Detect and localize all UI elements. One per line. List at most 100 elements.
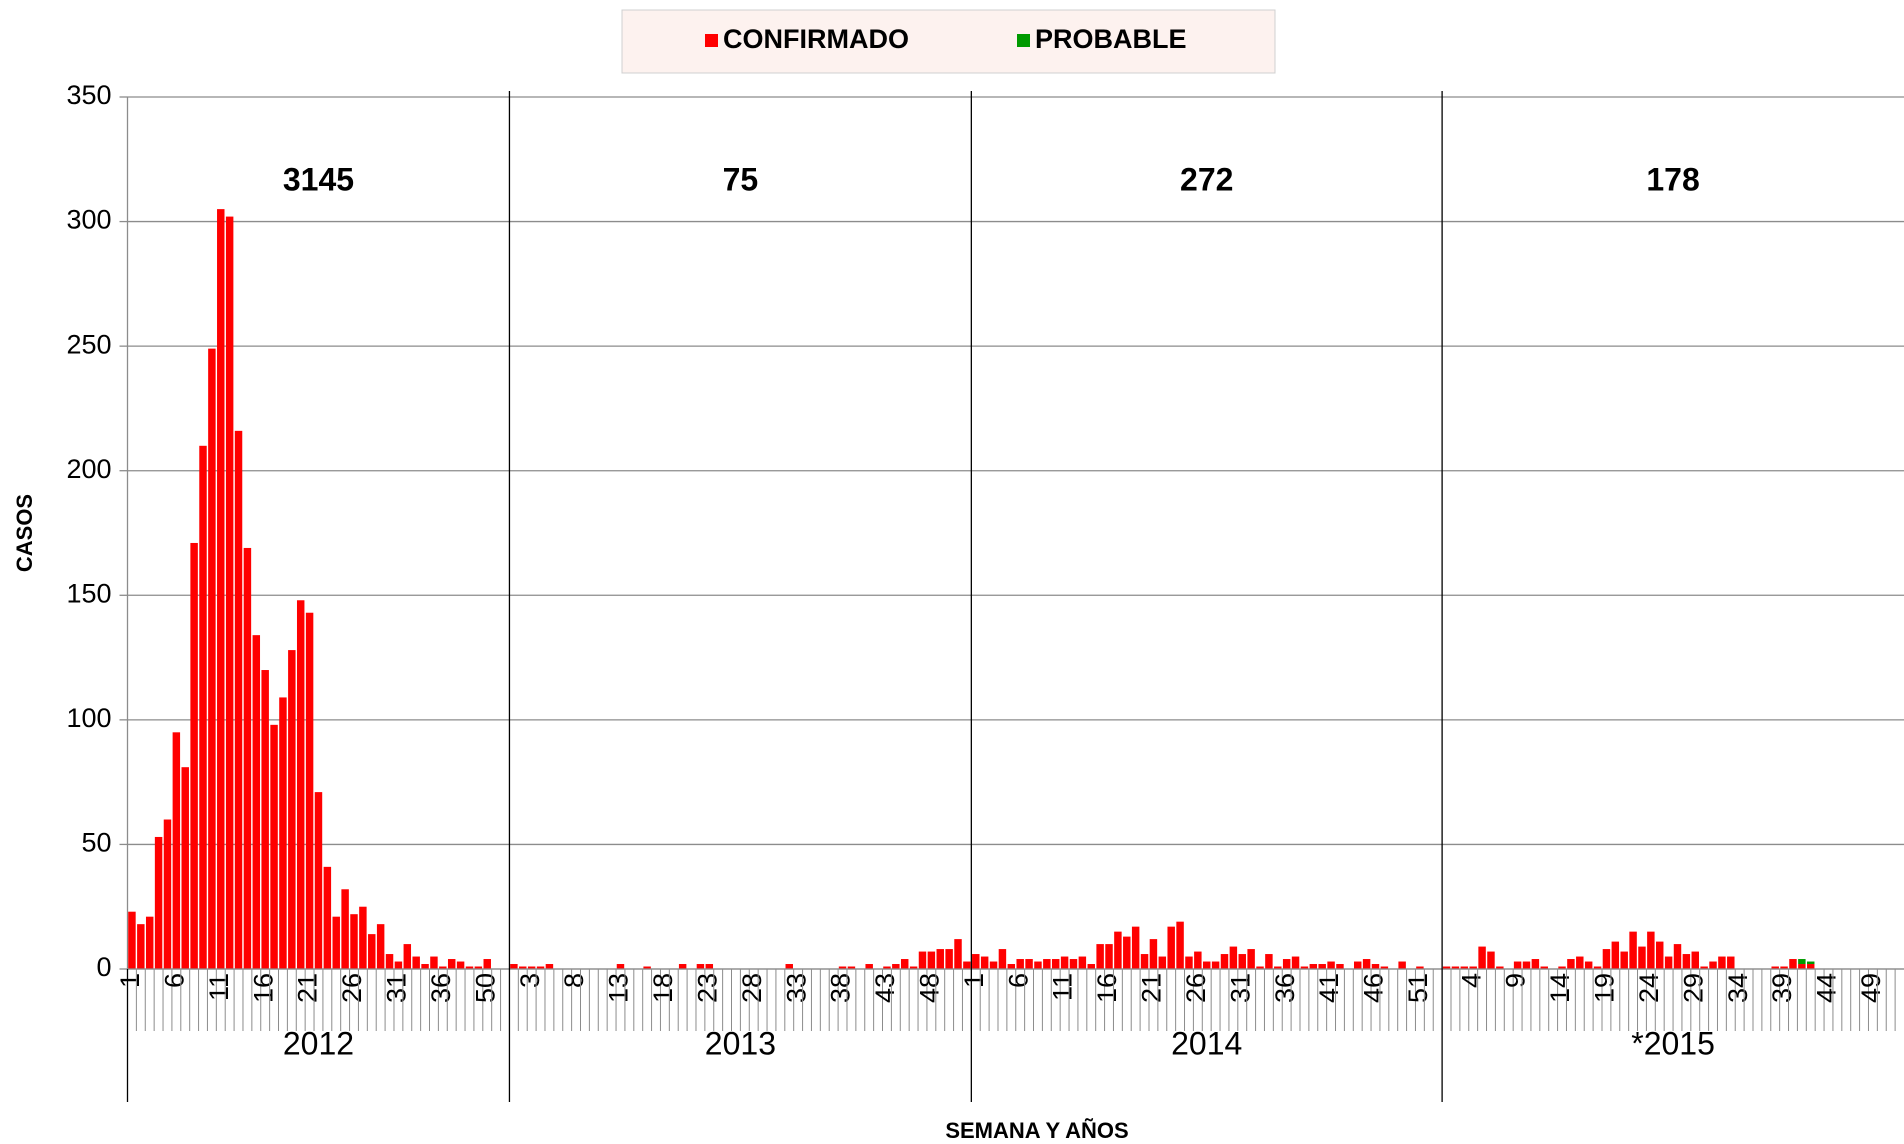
- bar: [927, 951, 936, 969]
- bar: [1220, 954, 1229, 969]
- bar: [1265, 954, 1273, 969]
- bar: [1584, 961, 1593, 969]
- bar: [1114, 931, 1122, 969]
- bar: [1051, 959, 1060, 969]
- x-tick-label: 31: [1225, 973, 1255, 1003]
- x-tick-label: 36: [426, 973, 456, 1003]
- bar: [678, 964, 687, 969]
- bar: [1318, 964, 1326, 969]
- bar: [172, 732, 181, 969]
- bar: [1256, 966, 1264, 969]
- bar: [519, 966, 527, 969]
- bar: [980, 956, 989, 969]
- bar: [1185, 956, 1193, 969]
- x-tick-label: 26: [337, 973, 367, 1003]
- bar: [439, 966, 447, 969]
- bar: [261, 670, 269, 969]
- bar: [1194, 951, 1202, 969]
- bar: [421, 964, 429, 969]
- bar: [376, 924, 385, 969]
- bar: [199, 445, 207, 969]
- bar: [1602, 949, 1611, 969]
- bar: [1664, 956, 1673, 969]
- bar: [1202, 961, 1211, 969]
- bar: [359, 906, 367, 969]
- x-tick-label: 6: [1003, 973, 1033, 988]
- bar: [705, 964, 714, 969]
- bar: [1140, 954, 1149, 969]
- bar: [1025, 959, 1033, 969]
- bar: [1780, 966, 1788, 969]
- bar: [1673, 944, 1682, 969]
- x-tick-label: 18: [648, 973, 678, 1003]
- bar: [385, 954, 394, 969]
- x-tick-label: 3: [515, 973, 545, 988]
- bar: [1451, 966, 1460, 969]
- y-tick-label: 300: [66, 205, 111, 235]
- bar: [1620, 951, 1628, 969]
- y-tick-label: 250: [66, 329, 111, 359]
- x-tick-label: 43: [870, 973, 900, 1003]
- bar: [536, 966, 545, 969]
- bar: [1798, 964, 1806, 969]
- bar: [616, 964, 625, 969]
- bar: [1638, 946, 1646, 969]
- x-tick-label: 46: [1359, 973, 1389, 1003]
- bar: [474, 966, 483, 969]
- bar: [954, 939, 962, 969]
- bar: [1167, 926, 1175, 969]
- x-tick-label: 34: [1723, 973, 1753, 1003]
- bar: [1149, 939, 1158, 969]
- bar: [252, 635, 261, 969]
- bar: [1398, 961, 1406, 969]
- x-axis-title: SEMANA Y AÑOS: [945, 1118, 1128, 1143]
- group-label: 2012: [283, 1025, 354, 1061]
- group-total: 3145: [283, 161, 354, 197]
- bar: [1576, 956, 1584, 969]
- x-tick-label: 39: [1767, 973, 1797, 1003]
- x-tick-label: 24: [1634, 973, 1664, 1003]
- y-axis-title: CASOS: [12, 494, 37, 572]
- x-tick-label: 50: [470, 973, 500, 1003]
- bar: [1238, 954, 1246, 969]
- bar: [1540, 966, 1548, 969]
- bar: [1531, 959, 1540, 969]
- group-label: 2013: [705, 1025, 776, 1061]
- bar: [1469, 966, 1477, 969]
- group-label: *2015: [1631, 1025, 1715, 1061]
- bar: [483, 959, 491, 969]
- x-tick-label: 13: [604, 973, 634, 1003]
- bar: [838, 966, 847, 969]
- bar: [545, 964, 554, 969]
- bar: [403, 944, 412, 969]
- x-tick-label: 29: [1678, 973, 1708, 1003]
- x-tick-label: 11: [204, 973, 234, 1001]
- bar: [1771, 966, 1779, 969]
- bar: [918, 951, 927, 969]
- legend-swatch: [1017, 34, 1030, 47]
- y-tick-label: 350: [66, 80, 111, 110]
- bar: [465, 966, 474, 969]
- x-tick-label: 49: [1856, 973, 1886, 1003]
- bar: [989, 961, 998, 969]
- bar: [945, 949, 953, 969]
- bar: [412, 956, 420, 969]
- bar: [1282, 959, 1291, 969]
- bar: [1567, 959, 1575, 969]
- bar: [865, 964, 873, 969]
- bar: [1176, 921, 1184, 969]
- x-tick-label: 28: [737, 973, 767, 1003]
- bar: [972, 954, 980, 969]
- bar: [510, 964, 518, 969]
- bar: [243, 547, 252, 969]
- bar: [1487, 951, 1495, 969]
- x-tick-label: 33: [781, 973, 811, 1003]
- bar: [1727, 956, 1735, 969]
- bar: [1700, 966, 1708, 969]
- bar: [1362, 959, 1371, 969]
- x-tick-label: 51: [1403, 973, 1433, 1003]
- bar: [332, 916, 340, 969]
- x-tick-label: 48: [914, 973, 944, 1003]
- bar: [963, 961, 971, 969]
